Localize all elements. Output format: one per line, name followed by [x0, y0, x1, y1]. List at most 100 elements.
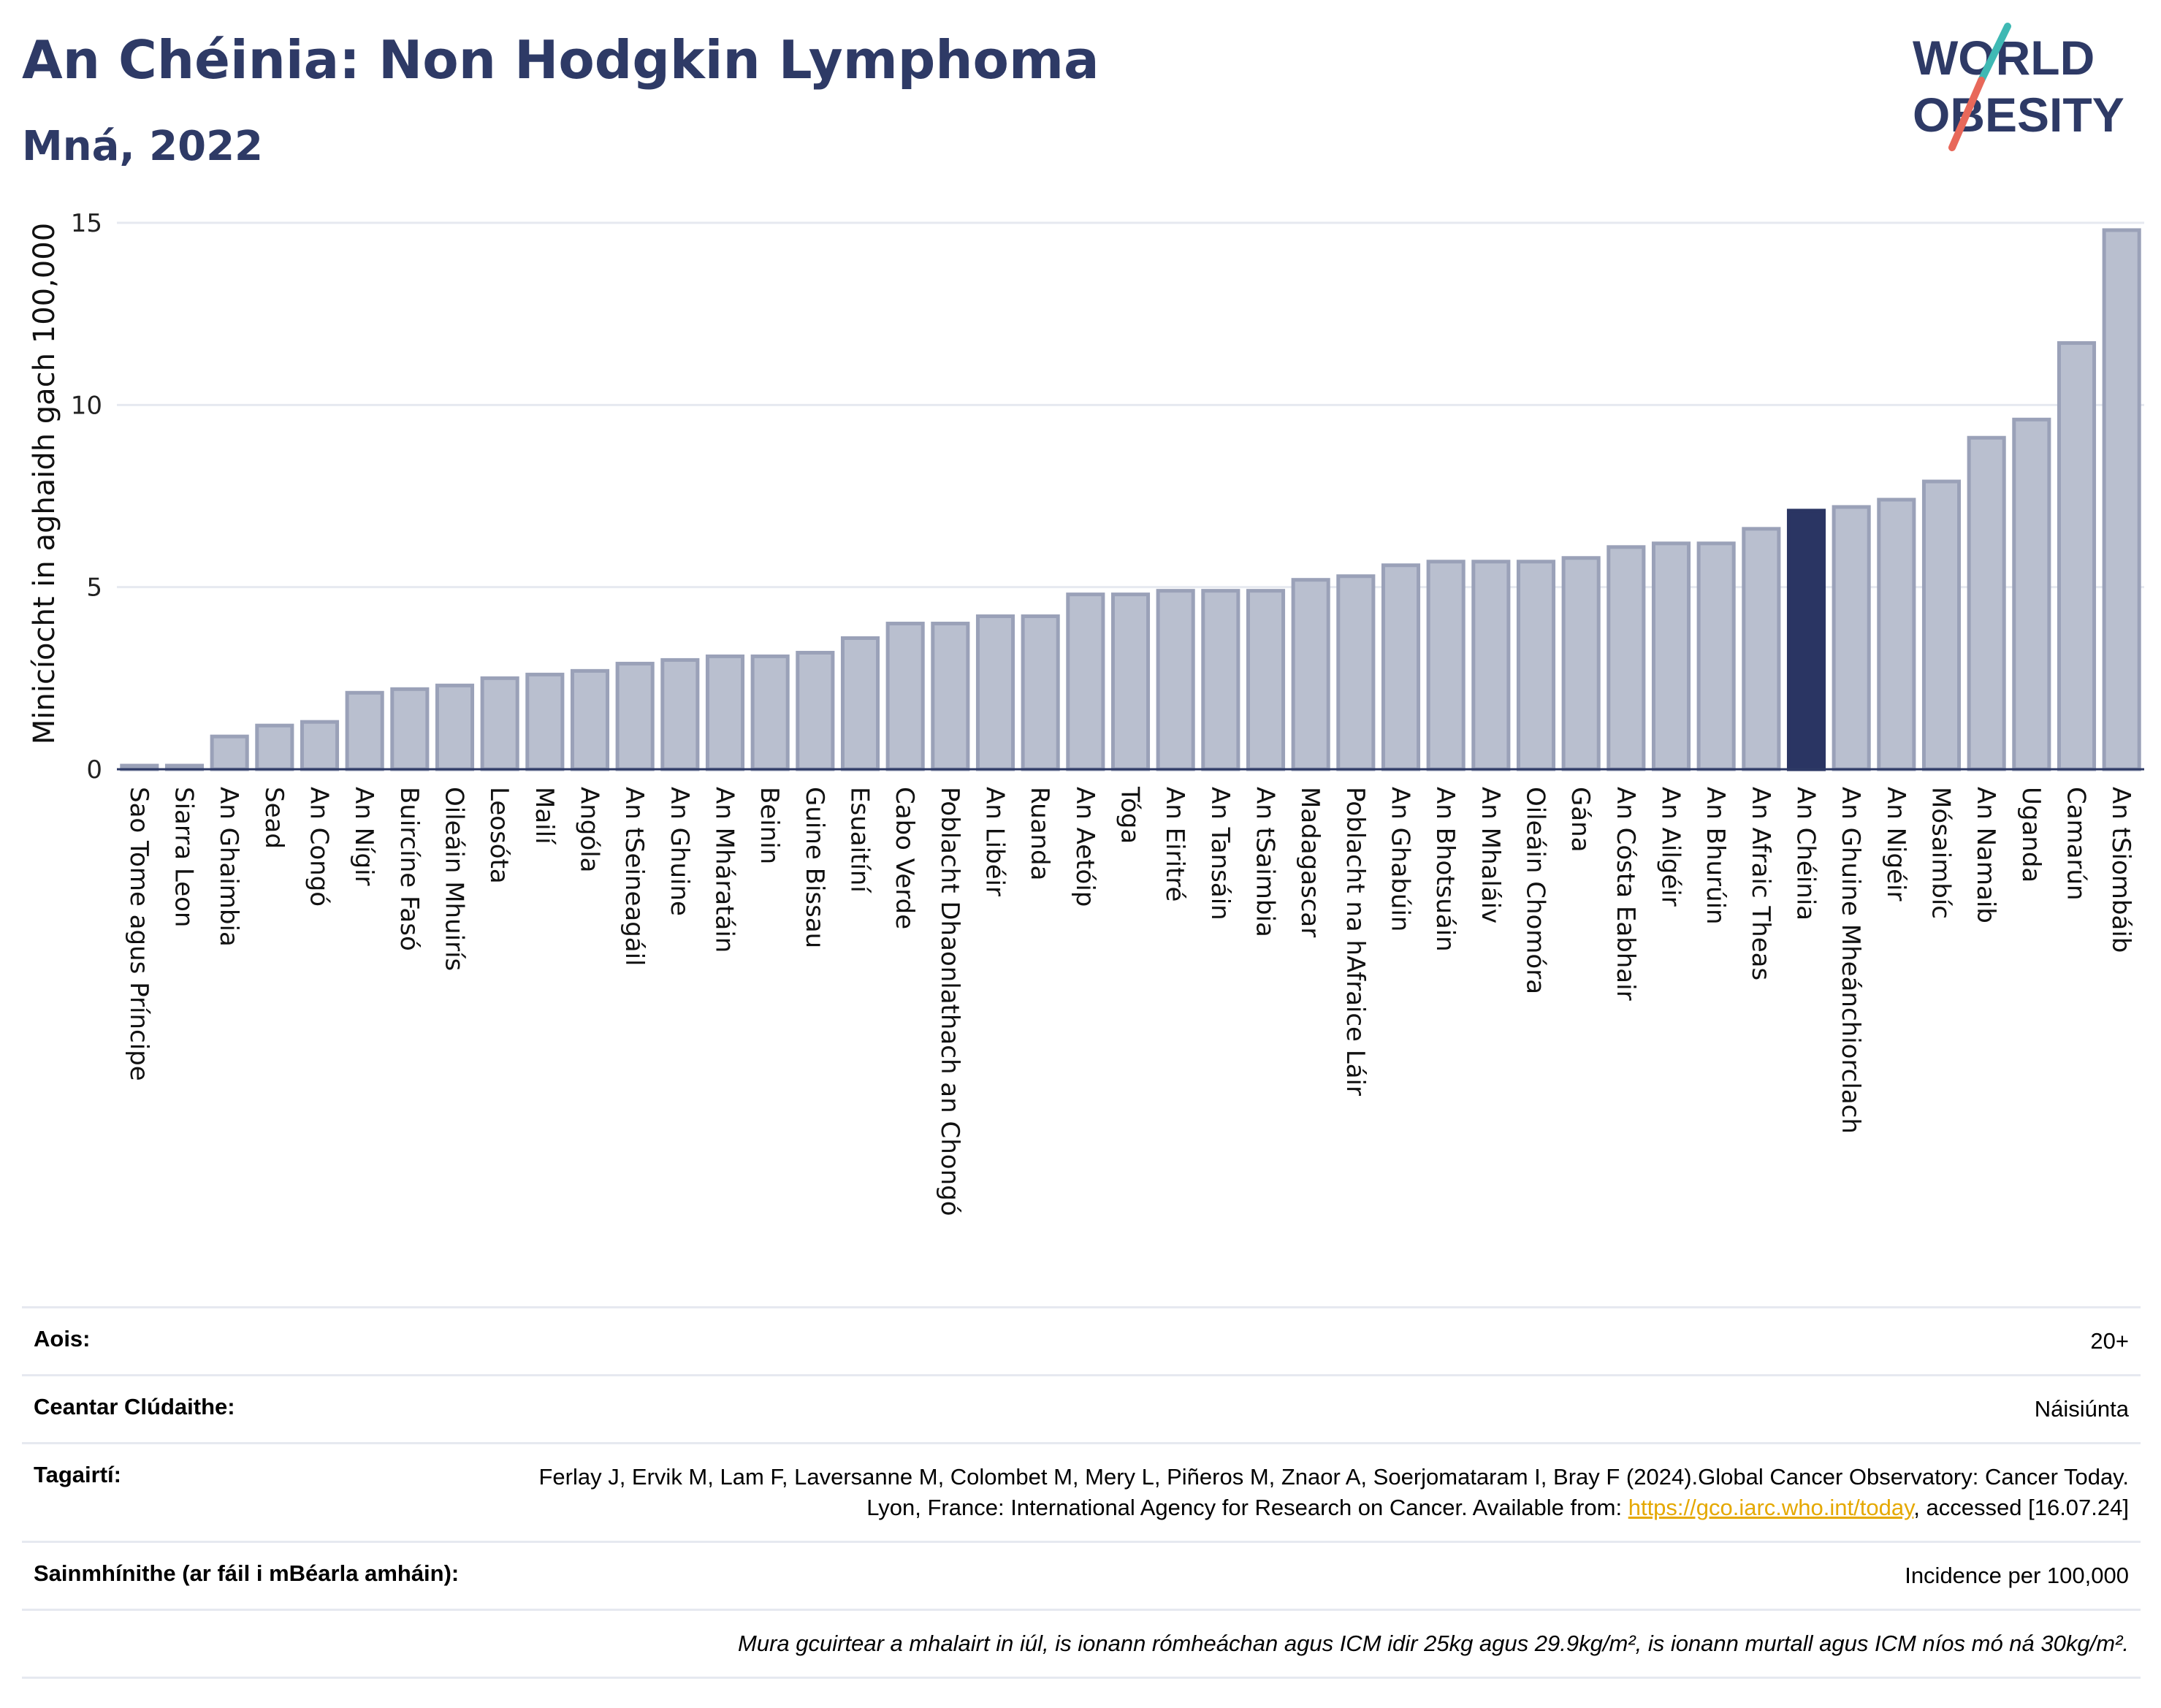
bar [1832, 505, 1871, 771]
chart-subtitle: Mná, 2022 [22, 123, 264, 170]
x-tick-label: An Nigéir [1881, 787, 1910, 901]
bar [480, 676, 519, 771]
bar [1110, 592, 1151, 771]
bar [255, 723, 294, 771]
x-tick-label: Cabo Verde [890, 787, 919, 929]
bar [2012, 417, 2051, 771]
x-tick-label: An Cósta Eabhair [1611, 787, 1640, 1001]
x-tick-label: Camarún [2062, 787, 2091, 901]
x-tick-label: Uganda [2016, 787, 2046, 882]
world-obesity-logo: WORLD OBESITY [1913, 23, 2124, 151]
bar [796, 650, 835, 771]
bar [210, 734, 249, 771]
x-tick-label: Guine Bissau [800, 787, 829, 948]
x-tick-label: Siarra Leon [169, 787, 199, 927]
info-value: 20+ [2090, 1328, 2129, 1354]
bar [1696, 541, 1736, 771]
x-tick-label: An Ghabúin [1386, 787, 1415, 931]
x-tick-label: An Nígir [349, 787, 378, 886]
bar [1336, 574, 1376, 771]
bar [885, 622, 925, 771]
bar [435, 683, 475, 771]
bar [300, 720, 340, 771]
x-tick-label: An Eiritré [1160, 787, 1189, 901]
y-tick-label: 0 [86, 755, 102, 785]
info-key: Aois: [34, 1326, 91, 1351]
bar [390, 687, 430, 771]
x-tick-label: An Namaib [1971, 787, 2000, 923]
info-row-note: Mura gcuirtear a mhalairt in iúl, is ion… [22, 1609, 2141, 1679]
reference-text: Ferlay J, Ervik M, Lam F, Laversanne M, … [538, 1464, 2129, 1520]
info-value: Ferlay J, Ervik M, Lam F, Laversanne M, … [522, 1462, 2129, 1523]
x-tick-label: An tSaimbia [1251, 787, 1280, 937]
x-tick-label: Oileáin Mhuirís [440, 787, 469, 971]
x-tick-label: An Chéinia [1791, 787, 1821, 920]
logo-slash-top [1978, 23, 2011, 84]
bar [525, 672, 565, 771]
logo-slash-bottom [1948, 77, 1985, 151]
x-tick-label: Leosóta [484, 787, 514, 884]
info-key: Ceantar Clúdaithe: [34, 1394, 235, 1419]
bar [1651, 541, 1691, 771]
x-tick-label: Poblacht Dhaonlathach an Chongó [935, 787, 964, 1216]
x-tick-label: Poblacht na hAfraice Láir [1341, 787, 1370, 1096]
bar [931, 622, 970, 771]
info-row-age: Aois: 20+ [22, 1306, 2141, 1374]
x-tick-label: Ruanda [1025, 787, 1054, 880]
bar [1291, 578, 1330, 771]
x-tick-label: An tSiombáib [2106, 787, 2135, 953]
x-tick-label: An Mháratáin [710, 787, 739, 953]
bar [705, 654, 745, 771]
bmi-note: Mura gcuirtear a mhalairt in iúl, is ion… [738, 1631, 2129, 1656]
x-tick-label: Esuaitíní [845, 787, 874, 893]
bar [1742, 527, 1781, 771]
bar [1246, 589, 1286, 771]
info-row-references: Tagairtí: Ferlay J, Ervik M, Lam F, Lave… [22, 1442, 2141, 1541]
bar [2057, 341, 2097, 771]
info-key: Sainmhínithe (ar fáil i mBéarla amháin): [34, 1560, 460, 1586]
info-row-definitions: Sainmhínithe (ar fáil i mBéarla amháin):… [22, 1541, 2141, 1609]
bars [120, 228, 2141, 771]
y-axis-ticks: 0 5 10 15 [71, 209, 102, 785]
info-row-coverage: Ceantar Clúdaithe: Náisiúnta [22, 1374, 2141, 1442]
info-value: Náisiúnta [2034, 1396, 2129, 1422]
x-tick-label: An Libéir [980, 787, 1010, 896]
bar [1607, 545, 1646, 771]
info-value: Incidence per 100,000 [1905, 1563, 2129, 1588]
x-tick-label: Sead [259, 787, 289, 849]
bar [1021, 614, 1060, 771]
bar [1381, 563, 1421, 771]
y-tick-label: 5 [86, 573, 102, 603]
reference-link[interactable]: https://gco.iarc.who.int/today [1628, 1495, 1914, 1520]
bar [1516, 560, 1556, 771]
y-tick-label: 15 [71, 209, 102, 238]
bar [1561, 556, 1601, 771]
bar [1066, 592, 1105, 771]
x-tick-label: An Bhurúin [1701, 787, 1730, 925]
x-tick-label: Mailí [530, 787, 559, 845]
x-tick-label: Angóla [575, 787, 604, 872]
x-tick-label: An Aetóip [1070, 787, 1099, 907]
bar-highlighted [1786, 508, 1826, 771]
x-tick-label: An tSeineagáil [620, 787, 649, 967]
x-tick-label: An Bhotsuáin [1430, 787, 1460, 952]
logo-line2: OBESITY [1913, 88, 2124, 142]
x-tick-label: Gána [1566, 787, 1595, 853]
bar [1921, 479, 1962, 771]
x-tick-label: Oileáin Chomóra [1521, 787, 1550, 994]
bar [1877, 497, 1916, 771]
bar [1156, 589, 1195, 771]
bar [2102, 228, 2141, 771]
x-tick-label: Mósaimbíc [1926, 787, 1956, 919]
x-tick-label: An Congó [305, 787, 334, 907]
x-tick-label: Sao Tome agus Príncipe [124, 787, 153, 1081]
reference-accessed: , accessed [16.07.24] [1913, 1495, 2129, 1520]
bar [1967, 435, 2006, 771]
y-axis-title: Minicíocht in aghaidh gach 100,000 [28, 223, 61, 744]
info-table: Aois: 20+ Ceantar Clúdaithe: Náisiúnta T… [22, 1306, 2141, 1679]
bar [660, 657, 700, 771]
x-tick-label: An Tansáin [1205, 787, 1235, 920]
x-tick-label: An Ghaimbia [214, 787, 243, 947]
bar-chart: 0 5 10 15 Sao Tome agus Príncipe Siarra Leon… [28, 209, 2144, 1216]
x-tick-label: Tóga [1116, 786, 1145, 844]
